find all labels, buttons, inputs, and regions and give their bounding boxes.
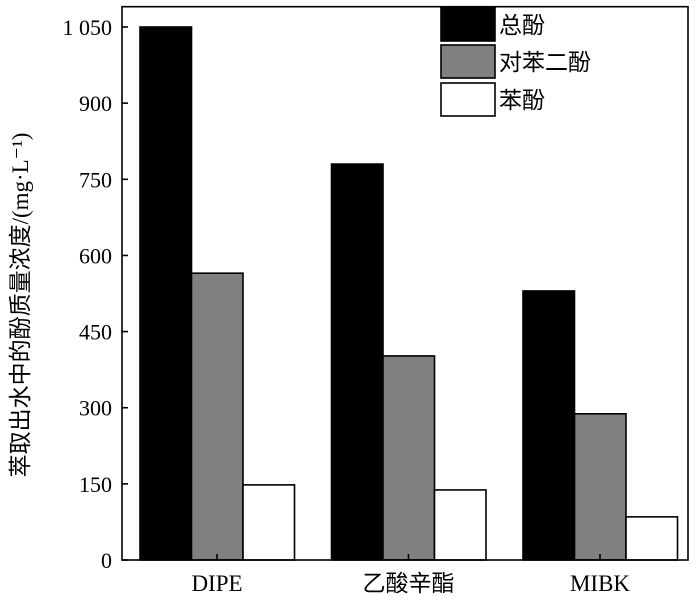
x-category-label-mibk: MIBK bbox=[570, 571, 630, 596]
bar-phenol-mibk bbox=[625, 516, 679, 561]
bar-total-phenol-dipe bbox=[139, 26, 193, 561]
legend-swatch-hydroquinone bbox=[440, 44, 496, 79]
y-tick-label-750: 750 bbox=[79, 167, 112, 192]
y-tick-label-900: 900 bbox=[79, 91, 112, 116]
bar-hydroquinone-dipe bbox=[190, 272, 244, 561]
x-category-labels: DIPE 乙酸辛酯 MIBK bbox=[191, 571, 630, 596]
legend-label-hydroquinone: 对苯二酚 bbox=[499, 50, 591, 75]
bar-phenol-dipe bbox=[242, 484, 296, 561]
y-tick-label-0: 0 bbox=[101, 548, 112, 573]
plot-frame bbox=[121, 5, 689, 561]
x-category-label-dipe: DIPE bbox=[191, 571, 242, 596]
legend-label-total-phenol: 总酚 bbox=[499, 13, 545, 38]
legend-item-phenol: 苯酚 bbox=[440, 82, 545, 117]
y-tick-label-600: 600 bbox=[79, 243, 112, 268]
y-axis-title: 萃取出水中的酚质量浓度/(mg·L⁻¹) bbox=[8, 133, 33, 478]
legend-swatch-phenol bbox=[440, 82, 496, 117]
y-tick-labels: 0 150 300 450 600 750 900 1 050 bbox=[63, 15, 113, 573]
legend-item-hydroquinone: 对苯二酚 bbox=[440, 44, 591, 79]
y-tick-label-450: 450 bbox=[79, 320, 112, 345]
legend-item-total-phenol: 总酚 bbox=[440, 7, 545, 42]
y-tick-label-300: 300 bbox=[79, 396, 112, 421]
bar-hydroquinone-mibk bbox=[573, 413, 627, 561]
x-category-label-octyl-acetate: 乙酸辛酯 bbox=[363, 571, 455, 596]
bar-total-phenol-mibk bbox=[522, 290, 576, 561]
axis-ticks bbox=[122, 26, 601, 561]
bars-group bbox=[139, 26, 679, 561]
bar-hydroquinone-octyl-acetate bbox=[382, 355, 436, 561]
legend-swatch-total-phenol bbox=[440, 7, 496, 42]
y-tick-label-1050: 1 050 bbox=[63, 15, 113, 40]
legend-label-phenol: 苯酚 bbox=[499, 88, 545, 113]
y-tick-label-150: 150 bbox=[79, 472, 112, 497]
bar-phenol-octyl-acetate bbox=[433, 489, 487, 561]
bar-total-phenol-octyl-acetate bbox=[330, 163, 384, 561]
legend: 总酚 对苯二酚 苯酚 bbox=[440, 7, 591, 117]
